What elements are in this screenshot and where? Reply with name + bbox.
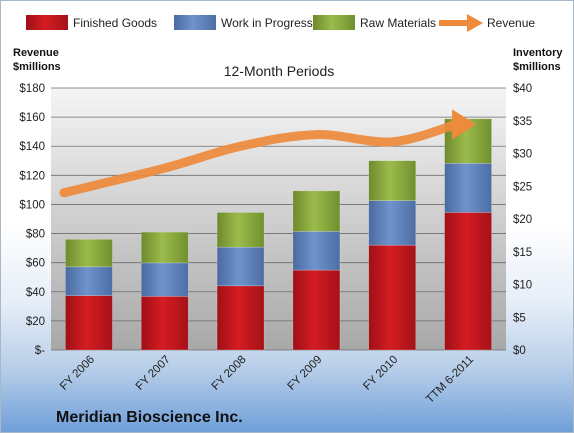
left-tick-label: $40 — [26, 287, 45, 299]
bar-finished-goods — [216, 285, 265, 351]
bar-work-in-progress — [368, 200, 417, 246]
right-axis-title-line1: Inventory — [513, 47, 563, 59]
right-tick-label: $5 — [513, 312, 526, 324]
bar-work-in-progress — [140, 262, 189, 297]
legend-swatch-revenue-arrow — [467, 14, 483, 32]
bar-work-in-progress — [292, 231, 341, 271]
legend-swatch-raw-materials — [313, 15, 355, 30]
left-axis-title-line2: $millions — [13, 61, 61, 73]
x-tick-label: FY 2006 — [58, 354, 97, 393]
left-tick-label: $- — [35, 345, 45, 357]
right-tick-label: $20 — [513, 214, 532, 226]
left-axis-ticks: $- $20 $40 $60 $80 $100 $120 $140 $160 $180 — [19, 83, 45, 357]
bar-work-in-progress — [65, 266, 113, 296]
x-tick-label: FY 2009 — [285, 354, 324, 393]
chart-subtitle: 12-Month Periods — [224, 63, 335, 79]
bars — [65, 118, 492, 351]
left-tick-label: $160 — [19, 112, 45, 124]
revenue-line — [59, 109, 477, 198]
right-tick-label: $0 — [513, 345, 526, 357]
bar-finished-goods — [292, 269, 341, 351]
legend: Finished Goods Work in Progress Raw Mate… — [26, 14, 535, 32]
left-tick-label: $180 — [19, 83, 45, 95]
left-tick-label: $120 — [19, 170, 45, 182]
bar-finished-goods — [368, 244, 417, 351]
right-tick-label: $30 — [513, 149, 532, 161]
legend-swatch-work-in-progress — [174, 15, 216, 30]
x-axis-labels: FY 2006 FY 2007 FY 2008 FY 2009 FY 2010 TTM 6… — [58, 354, 476, 406]
right-axis-title-line2: $millions — [513, 61, 561, 73]
left-tick-label: $140 — [19, 141, 45, 153]
company-name: Meridian Bioscience Inc. — [56, 409, 243, 426]
x-tick-label: TTM 6-2011 — [424, 354, 476, 406]
bar-finished-goods — [65, 295, 113, 351]
bar-raw-materials — [368, 160, 417, 201]
x-tick-label: FY 2010 — [361, 354, 400, 393]
bar-raw-materials — [65, 239, 113, 268]
bar-raw-materials — [292, 190, 341, 232]
right-tick-label: $15 — [513, 247, 532, 259]
legend-swatch-finished-goods — [26, 15, 68, 30]
legend-label-finished-goods: Finished Goods — [73, 16, 157, 30]
right-tick-label: $10 — [513, 280, 532, 292]
left-tick-label: $100 — [19, 199, 45, 211]
left-tick-label: $60 — [26, 258, 45, 270]
bar-raw-materials — [140, 231, 189, 264]
bar-finished-goods — [444, 212, 492, 351]
left-tick-label: $20 — [26, 316, 45, 328]
right-axis-ticks: $0 $5 $10 $15 $20 $25 $30 $35 $40 — [513, 83, 532, 357]
x-tick-label: FY 2007 — [134, 354, 173, 393]
bar-work-in-progress — [444, 163, 492, 213]
right-tick-label: $35 — [513, 116, 532, 128]
bar-finished-goods — [140, 295, 189, 351]
revenue-curve — [59, 119, 461, 198]
revenue-arrowhead — [452, 109, 477, 140]
bar-work-in-progress — [216, 246, 265, 287]
x-tick-label: FY 2008 — [210, 354, 249, 393]
right-tick-label: $25 — [513, 181, 532, 193]
bar-raw-materials — [216, 212, 265, 248]
legend-label-work-in-progress: Work in Progress — [221, 16, 313, 30]
legend-label-revenue: Revenue — [487, 16, 535, 30]
left-axis-title-line1: Revenue — [13, 47, 59, 59]
legend-label-raw-materials: Raw Materials — [360, 16, 436, 30]
left-tick-label: $80 — [26, 229, 45, 241]
right-tick-label: $40 — [513, 83, 532, 95]
